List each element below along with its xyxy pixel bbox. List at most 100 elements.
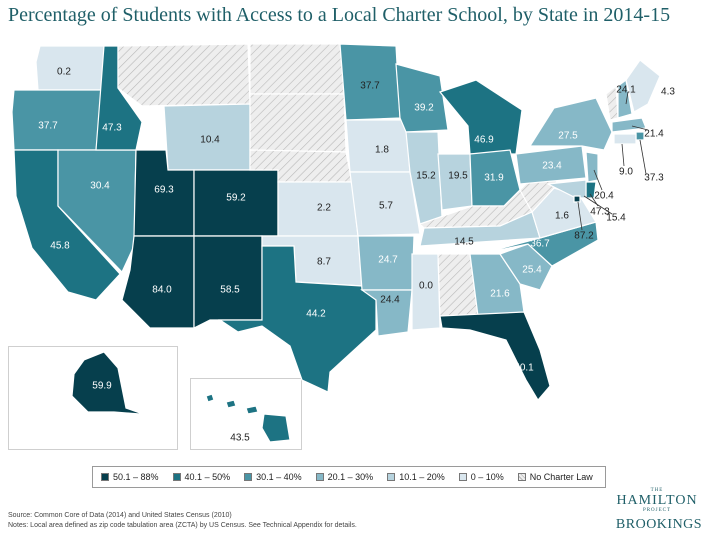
- state-value-ms: 0.0: [419, 281, 433, 292]
- state-value-de: 47.3: [590, 207, 610, 218]
- state-value-nv: 30.4: [90, 181, 110, 192]
- state-value-la: 24.4: [380, 295, 400, 306]
- state-value-oh: 31.9: [484, 173, 504, 184]
- legend-label: 40.1 – 50%: [184, 472, 231, 482]
- state-value-sc: 25.4: [522, 265, 542, 276]
- state-value-ks: 2.2: [317, 203, 331, 214]
- state-value-hi: 43.5: [230, 433, 250, 444]
- state-ny: [528, 97, 613, 151]
- state-value-tn: 14.5: [454, 237, 474, 248]
- legend-label: 50.1 – 88%: [113, 472, 159, 482]
- state-az: [121, 235, 195, 329]
- state-tx: [218, 245, 377, 393]
- state-ak: [71, 351, 161, 421]
- state-value-ri: 37.3: [644, 173, 664, 184]
- legend-swatch: [172, 473, 181, 481]
- state-value-wa: 0.2: [57, 67, 71, 78]
- source-note: Source: Common Core of Data (2014) and U…: [8, 512, 232, 519]
- state-mo: [349, 171, 421, 237]
- state-value-ny: 27.5: [558, 131, 578, 142]
- leader-line-ri: [639, 139, 647, 175]
- legend-swatch: [387, 473, 396, 481]
- state-value-ct: 9.0: [619, 167, 633, 178]
- legend-item: 20.1 – 30%: [315, 472, 374, 482]
- state-wi: [395, 63, 449, 133]
- state-value-co: 59.2: [226, 193, 246, 204]
- legend-item: No Charter Law: [517, 472, 593, 482]
- legend-swatch: [315, 473, 324, 481]
- legend-item: 10.1 – 20%: [387, 472, 445, 482]
- leader-line-ct: [621, 143, 625, 167]
- state-ct: [613, 133, 637, 145]
- state-value-me: 4.3: [661, 87, 675, 98]
- state-value-wy: 10.4: [200, 135, 220, 146]
- state-value-mo: 5.7: [379, 201, 393, 212]
- hamilton-project-logo: THE HAMILTON PROJECT: [612, 488, 702, 514]
- state-value-ut: 69.3: [154, 185, 174, 196]
- state-value-ok: 8.7: [317, 257, 331, 268]
- brookings-logo: BROOKINGS: [615, 517, 703, 532]
- state-nj: [585, 151, 599, 183]
- legend-swatch: [458, 473, 467, 481]
- legend-item: 0 – 10%: [458, 472, 504, 482]
- state-value-in: 19.5: [448, 171, 468, 182]
- state-in: [437, 153, 473, 211]
- state-value-ca: 45.8: [50, 241, 70, 252]
- state-nd: [249, 43, 345, 95]
- hawaii-inset-frame: [190, 378, 302, 450]
- leader-line-dc: [577, 201, 583, 231]
- state-value-or: 37.7: [38, 121, 58, 132]
- state-ma: [611, 117, 647, 133]
- state-value-az: 84.0: [152, 285, 172, 296]
- alaska-inset-frame: [8, 346, 178, 450]
- state-md: [545, 179, 587, 199]
- state-value-pa: 23.4: [542, 161, 562, 172]
- legend-label: 20.1 – 30%: [327, 472, 374, 482]
- state-value-ga: 21.6: [490, 289, 510, 300]
- leader-line-nh: [625, 91, 629, 105]
- state-fl: [439, 311, 551, 402]
- state-value-ak: 59.9: [92, 381, 112, 392]
- legend-item: 30.1 – 40%: [244, 472, 302, 482]
- state-ri: [635, 131, 645, 141]
- state-nm: [193, 235, 263, 329]
- state-value-id: 47.3: [102, 123, 122, 134]
- state-value-nm: 58.5: [220, 285, 240, 296]
- logo-project: PROJECT: [642, 508, 672, 513]
- notes-text: Notes: Local area defined as zip code ta…: [8, 522, 357, 529]
- state-wa: [35, 45, 107, 91]
- state-value-mi: 46.9: [474, 135, 494, 146]
- map-legend: 50.1 – 88% 40.1 – 50% 30.1 – 40% 20.1 – …: [92, 466, 606, 488]
- state-value-ar: 24.7: [378, 255, 398, 266]
- map-title: Percentage of Students with Access to a …: [8, 4, 671, 26]
- state-la: [360, 289, 413, 337]
- state-value-va: 1.6: [555, 211, 569, 222]
- state-value-fl: 50.1: [514, 363, 534, 374]
- legend-swatch: [517, 473, 526, 481]
- logo-the: THE: [650, 488, 664, 493]
- legend-swatch: [244, 473, 253, 481]
- state-value-dc: 87.2: [574, 231, 594, 242]
- state-hi: [205, 393, 291, 443]
- legend-swatch: [101, 473, 109, 481]
- legend-item: 40.1 – 50%: [172, 472, 231, 482]
- logo-hamilton: HAMILTON: [616, 493, 698, 508]
- state-value-wi: 39.2: [414, 103, 434, 114]
- state-pa: [515, 145, 587, 185]
- state-nh: [617, 78, 633, 119]
- state-value-nj: 20.4: [594, 191, 614, 202]
- legend-label: No Charter Law: [529, 472, 593, 482]
- leader-line-nj: [593, 169, 603, 191]
- state-value-nh: 24.1: [616, 85, 636, 96]
- state-value-ia: 1.8: [375, 145, 389, 156]
- state-dc: [573, 195, 581, 203]
- leader-line-md: [583, 195, 613, 215]
- legend-label: 30.1 – 40%: [256, 472, 302, 482]
- state-value-ma: 21.4: [644, 129, 664, 140]
- state-sc: [499, 243, 553, 291]
- state-me: [625, 59, 661, 113]
- state-value-md: 15.4: [606, 213, 626, 224]
- state-or: [11, 89, 105, 151]
- legend-item: 50.1 – 88%: [101, 472, 159, 482]
